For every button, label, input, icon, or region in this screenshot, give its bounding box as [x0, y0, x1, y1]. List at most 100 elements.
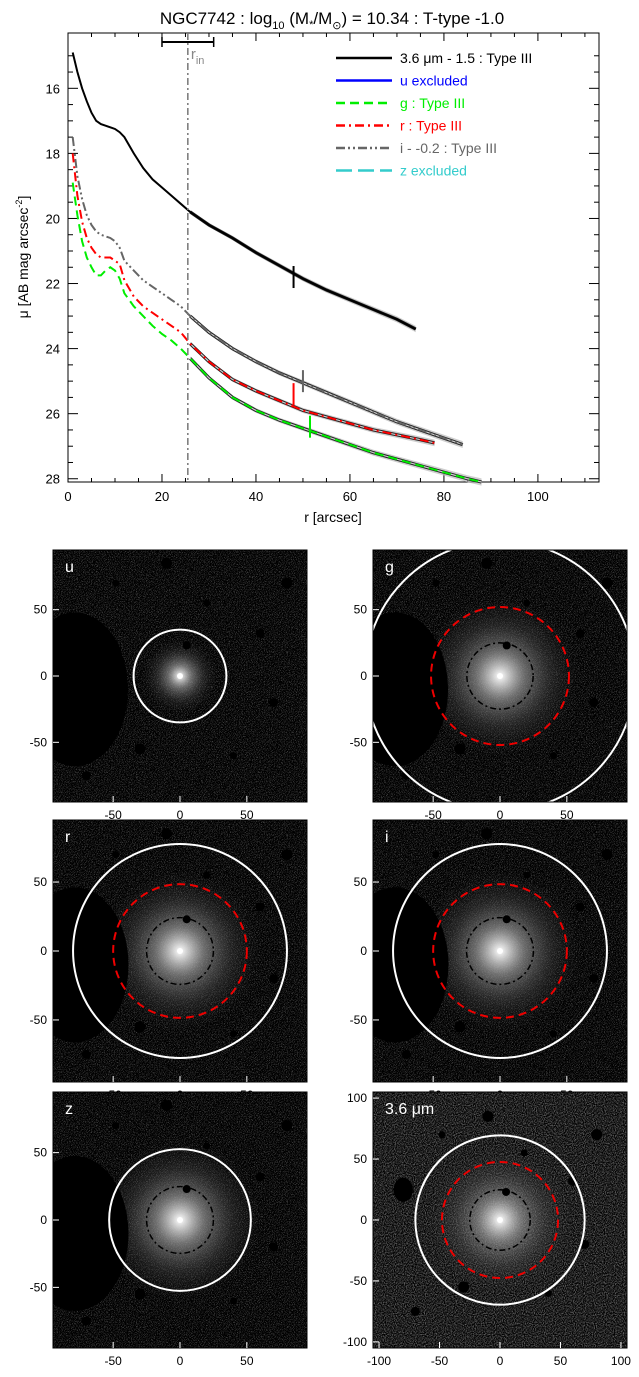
- panel-x-tick-label: -50: [424, 808, 442, 822]
- mask-spot: [269, 1242, 279, 1252]
- legend-label: r : Type III: [400, 118, 462, 134]
- mask-spot: [112, 1122, 120, 1130]
- image-panel: u -50 0 50 50 0 -50: [30, 549, 308, 822]
- mask-spot: [481, 828, 493, 840]
- outer-radius-circle: [414, 1134, 586, 1306]
- panel-x-tick-label: 0: [177, 808, 184, 822]
- mask-spot: [161, 828, 173, 840]
- series-uncertainty-band: [190, 209, 416, 333]
- series-line: [71, 52, 417, 330]
- mask-spot: [134, 1288, 146, 1300]
- mask-spot: [432, 579, 440, 587]
- mask-spot: [502, 1187, 511, 1196]
- mask-spot: [81, 1316, 91, 1326]
- panel-x-tick-label: 50: [554, 1354, 568, 1368]
- mask-spot: [281, 1120, 293, 1132]
- inner-radius-circle: [145, 1185, 215, 1255]
- mask-spot: [182, 641, 191, 650]
- rin-label: rin: [191, 46, 205, 67]
- mask-region: [53, 1155, 129, 1311]
- mask-region: [53, 887, 129, 1043]
- mask-spot: [482, 1110, 494, 1122]
- mask-spot: [112, 579, 120, 587]
- y-tick-label: 22: [46, 277, 60, 292]
- series-line: [71, 153, 435, 444]
- mask-region: [393, 1177, 413, 1202]
- plot-frame: [67, 32, 600, 483]
- image-panels: u -50 0 50 50 0 -50 g -50 0 50 50 0 -50 r -50 0 50 50 0 -50 i…: [30, 549, 631, 1368]
- x-tick-label: 80: [437, 489, 451, 504]
- x-tick-label: 100: [527, 489, 549, 504]
- legend-label: 3.6 μm - 1.5 : Type III: [400, 50, 532, 66]
- mask-spot: [454, 743, 466, 755]
- series-fit-line: [189, 210, 417, 331]
- axis-ticks: 0 20 40 60 80 100 16 18 20 22 24 26 28: [46, 33, 599, 504]
- mask-spot: [432, 850, 440, 858]
- y-tick-label: 16: [46, 81, 60, 96]
- panel-x-tick-label: -50: [104, 1354, 122, 1368]
- panel-x-tick-label: -50: [431, 1354, 449, 1368]
- legend: 3.6 μm - 1.5 : Type III u excluded g : Typ…: [336, 50, 532, 179]
- inner-radius-circle: [145, 916, 215, 986]
- inner-radius-circle: [469, 1189, 531, 1251]
- panel-x-tick-label: 50: [560, 808, 574, 822]
- panel-x-tick-label: 50: [240, 808, 254, 822]
- mask-spot: [591, 1129, 603, 1141]
- mask-spot: [229, 1297, 237, 1305]
- panel-x-tick-label: 50: [240, 1354, 254, 1368]
- panel-label: i: [385, 829, 389, 846]
- panel-y-tick-label: 50: [34, 603, 48, 617]
- mask-spot: [481, 557, 493, 569]
- mask-spot: [81, 1049, 91, 1059]
- panel-y-tick-label: 0: [40, 1213, 47, 1227]
- galaxy-core: [177, 948, 183, 954]
- panel-x-tick-label: 0: [177, 1354, 184, 1368]
- image-panel: g -50 0 50 50 0 -50: [350, 549, 628, 822]
- image-panel: z -50 0 50 50 0 -50: [30, 1091, 308, 1368]
- panel-y-tick-label: 100: [347, 1091, 367, 1105]
- mask-spot: [182, 1185, 191, 1194]
- panel-y-tick-label: -50: [30, 1013, 48, 1027]
- mask-spot: [203, 1142, 211, 1150]
- series-uncertainty-band: [190, 356, 482, 486]
- mask-region: [373, 612, 449, 767]
- x-tick-label: 0: [64, 489, 71, 504]
- galaxy-core: [497, 948, 503, 954]
- mask-spot: [575, 629, 585, 639]
- panel-y-tick-label: 0: [40, 669, 47, 683]
- mask-spot: [589, 698, 599, 708]
- y-tick-label: 28: [46, 472, 60, 487]
- inner-radius-circle: [466, 642, 534, 710]
- panel-y-tick-label: 0: [40, 944, 47, 958]
- break-radius-circle: [430, 606, 570, 746]
- mask-spot: [161, 1099, 173, 1111]
- panel-y-tick-label: 0: [360, 944, 367, 958]
- mask-spot: [81, 770, 91, 780]
- x-axis-label: r [arcsec]: [304, 509, 362, 525]
- mask-spot: [255, 629, 265, 639]
- mask-spot: [161, 557, 173, 569]
- image-panel: 3.6 μm -100 -50 0 50 100 100 50 0 -50 -100: [343, 1091, 631, 1368]
- y-tick-label: 24: [46, 342, 60, 357]
- panel-x-tick-label: -100: [367, 1354, 391, 1368]
- mask-spot: [401, 770, 411, 780]
- chart-title: NGC7742 : log10 (M*/M⊙) = 10.34 : T-type…: [160, 9, 504, 32]
- panel-y-tick-label: -50: [350, 735, 368, 749]
- mask-spot: [523, 599, 531, 607]
- legend-label: g : Type III: [400, 95, 465, 111]
- panel-y-tick-label: -50: [30, 1280, 48, 1294]
- mask-spot: [523, 871, 531, 879]
- break-radius-circle: [112, 883, 248, 1019]
- plot-series: [71, 52, 482, 486]
- break-radius-circle: [440, 1160, 560, 1280]
- legend-label: z excluded: [400, 163, 467, 179]
- legend-label: i - -0.2 : Type III: [400, 140, 497, 156]
- y-tick-label: 20: [46, 211, 60, 226]
- rin-marker: rin: [161, 33, 215, 482]
- mask-spot: [255, 1172, 265, 1182]
- panel-y-tick-label: 50: [354, 603, 368, 617]
- mask-spot: [549, 1030, 557, 1038]
- mask-spot: [549, 752, 557, 760]
